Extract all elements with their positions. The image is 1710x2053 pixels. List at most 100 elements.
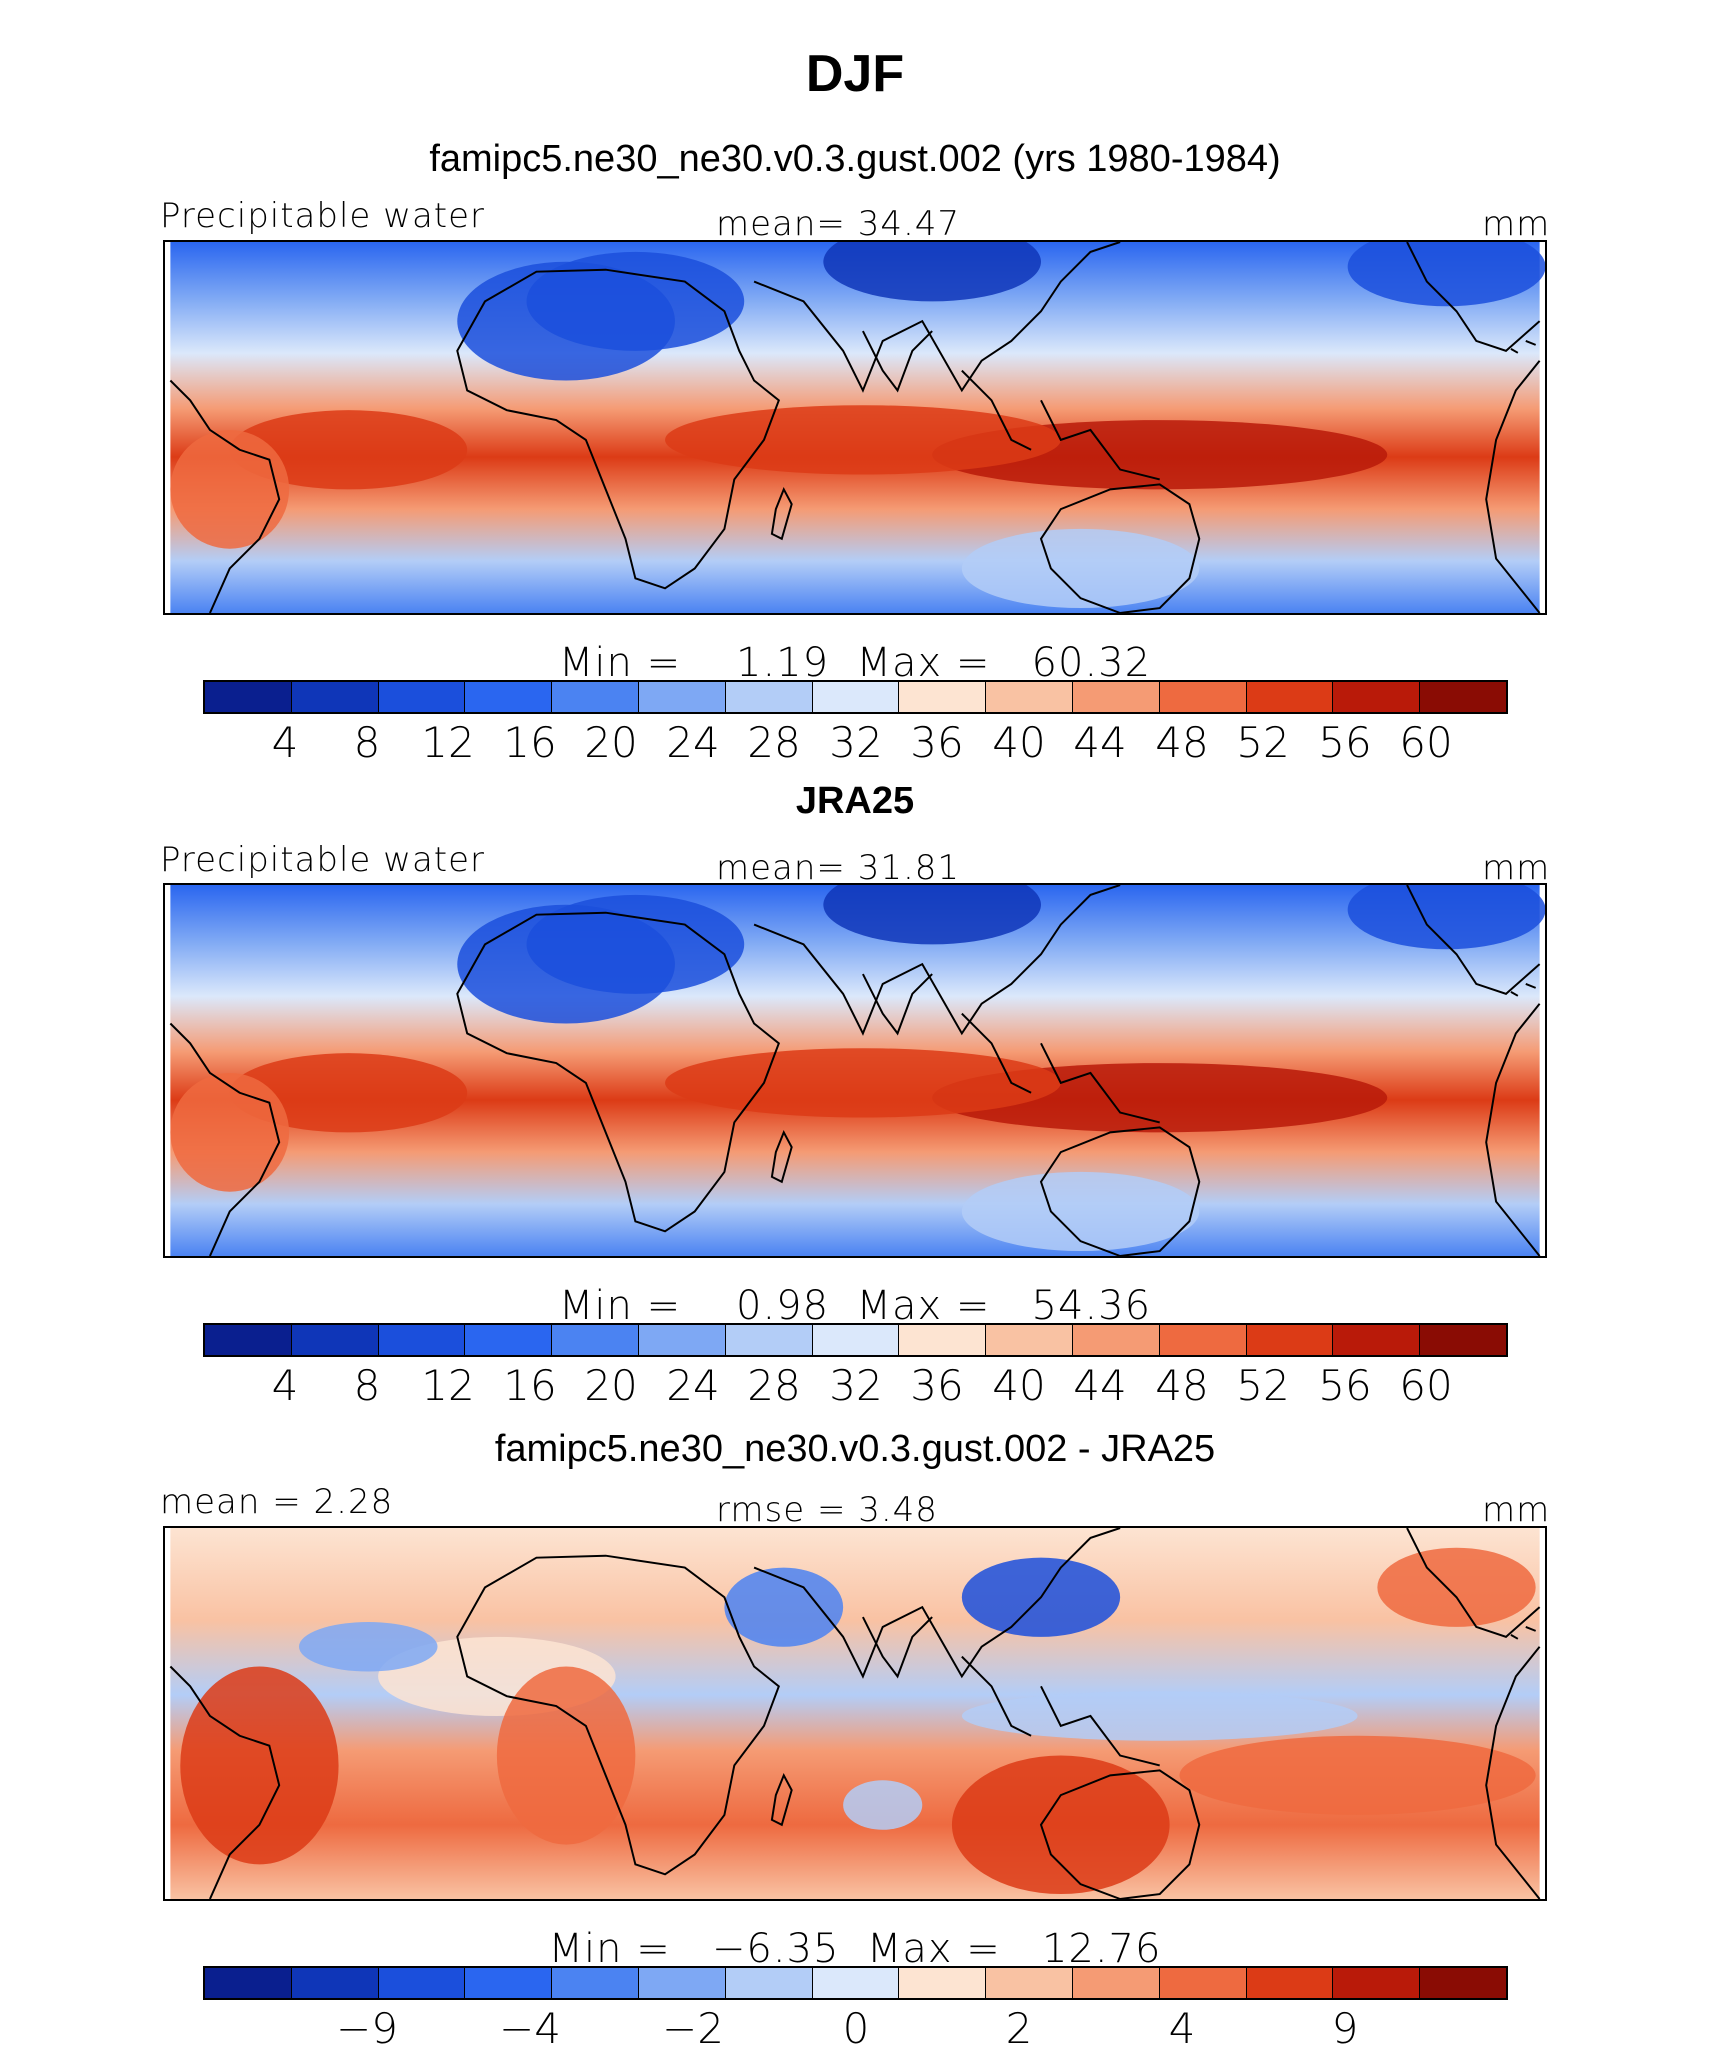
colorbar-swatch: [552, 1968, 639, 1998]
colorbar-tick-label: 4: [1168, 2004, 1196, 2053]
colorbar-tick-label: 44: [1073, 718, 1127, 767]
colorbar-tick-label: 44: [1073, 1361, 1127, 1410]
variable-label: Precipitable water: [160, 840, 486, 880]
colorbar-swatch: [1072, 1968, 1160, 1998]
colorbar-tick-label: 52: [1236, 718, 1290, 767]
colorbar-tick-label: 20: [584, 1361, 638, 1410]
colorbar-swatch: [1333, 1325, 1421, 1355]
contour-region: [1347, 885, 1545, 950]
colorbar-swatch: [899, 1325, 987, 1355]
colorbar-swatch: [1159, 682, 1247, 712]
coastline: [753, 885, 1121, 1036]
panel-title: famipc5.ne30_ne30.v0.3.gust.002 (yrs 198…: [429, 138, 1281, 180]
colorbar-tick-label: 48: [1155, 1361, 1209, 1410]
colorbar: [203, 1966, 1508, 2000]
colorbar-swatch: [1333, 1968, 1421, 1998]
panel-title: JRA25: [795, 780, 915, 822]
colorbar-swatch: [205, 1968, 292, 1998]
coastline: [770, 1129, 793, 1184]
coastline: [961, 1012, 1160, 1124]
contour-region: [843, 1780, 923, 1830]
coastline: [961, 369, 1160, 481]
colorbar-tick-label: 28: [747, 1361, 801, 1410]
colorbar-swatch: [1420, 1968, 1506, 1998]
contour-region: [961, 1171, 1200, 1252]
colorbar-tick-label: 60: [1399, 1361, 1453, 1410]
coastline: [961, 1655, 1160, 1767]
colorbar-swatch: [899, 682, 987, 712]
colorbar-swatch: [378, 682, 466, 712]
colorbar-swatch: [378, 1325, 466, 1355]
contour-region: [180, 1666, 339, 1865]
colorbar-tick-label: 28: [747, 718, 801, 767]
coastline: [169, 1665, 281, 1899]
min-max-label: Min = 1.19 Max = 60.32: [558, 640, 1152, 686]
colorbar-swatch: [725, 682, 813, 712]
colorbar-swatch: [986, 1968, 1073, 1998]
colorbar-swatch: [986, 1325, 1073, 1355]
colorbar-swatch: [725, 1968, 813, 1998]
contour-region: [1377, 1547, 1536, 1627]
colorbar-tick-label: 36: [910, 1361, 964, 1410]
mean-label: mean= 31.81: [716, 848, 961, 888]
coastline: [456, 911, 780, 1233]
colorbar-swatch: [465, 682, 553, 712]
coastline: [1485, 1646, 1541, 1899]
colorbar-tick-label: 60: [1399, 718, 1453, 767]
colorbar-swatch: [291, 1325, 379, 1355]
contour-region: [457, 904, 675, 1024]
colorbar-tick-label: 12: [421, 1361, 475, 1410]
coastline: [169, 379, 281, 613]
contour-region: [496, 1666, 636, 1845]
heatmap-panel: [163, 240, 1547, 615]
colorbar-swatch: [812, 682, 900, 712]
colorbar-tick-label: 32: [829, 718, 883, 767]
colorbar-tick-label: 20: [584, 718, 638, 767]
colorbar-swatch: [1333, 682, 1421, 712]
colorbar-tick-label: 4: [271, 1361, 299, 1410]
colorbar-swatch: [1246, 682, 1334, 712]
colorbar-swatch: [638, 682, 726, 712]
colorbar-swatch: [465, 1968, 553, 1998]
contour-region: [961, 1691, 1358, 1741]
colorbar-tick-label: −9: [336, 2004, 398, 2053]
min-max-label: Min = −6.35 Max = 12.76: [548, 1926, 1162, 1972]
colorbar-swatch: [1246, 1325, 1334, 1355]
colorbar-swatch: [1159, 1968, 1247, 1998]
colorbar-swatch: [812, 1968, 900, 1998]
colorbar-swatch: [552, 682, 639, 712]
coastline: [1510, 340, 1537, 354]
colorbar-tick-label: 48: [1155, 718, 1209, 767]
coastline: [1039, 1126, 1201, 1256]
coastline: [1485, 360, 1541, 613]
colorbar-tick-label: 52: [1236, 1361, 1290, 1410]
heatmap-panel: [163, 883, 1547, 1258]
colorbar-tick-label: 2: [1005, 2004, 1033, 2053]
contour-region: [961, 528, 1200, 609]
units-label: mm: [1482, 848, 1551, 888]
contour-region: [457, 261, 675, 381]
contour-region: [170, 1072, 290, 1192]
colorbar-swatch: [378, 1968, 466, 1998]
coastline: [169, 1022, 281, 1256]
contour-region: [229, 1053, 468, 1133]
colorbar-tick-label: 40: [992, 718, 1046, 767]
panel-title: famipc5.ne30_ne30.v0.3.gust.002 - JRA25: [494, 1428, 1216, 1470]
figure-title: DJF: [805, 45, 905, 103]
colorbar-swatch: [1072, 1325, 1160, 1355]
contour-region: [170, 429, 290, 549]
contour-region: [823, 885, 1041, 945]
colorbar-swatch: [638, 1968, 726, 1998]
mean-label: mean= 34.47: [716, 204, 961, 244]
colorbar-tick-label: 24: [666, 1361, 720, 1410]
contour-region: [1347, 242, 1545, 307]
colorbar-tick-label: −4: [499, 2004, 561, 2053]
colorbar-tick-label: 56: [1318, 1361, 1372, 1410]
heatmap-panel: [163, 1526, 1547, 1901]
contour-region: [229, 410, 468, 490]
colorbar-swatch: [1420, 1325, 1506, 1355]
colorbar-swatch: [812, 1325, 900, 1355]
coastline: [770, 1772, 793, 1827]
colorbar: [203, 1323, 1508, 1357]
coastline: [753, 242, 1121, 393]
